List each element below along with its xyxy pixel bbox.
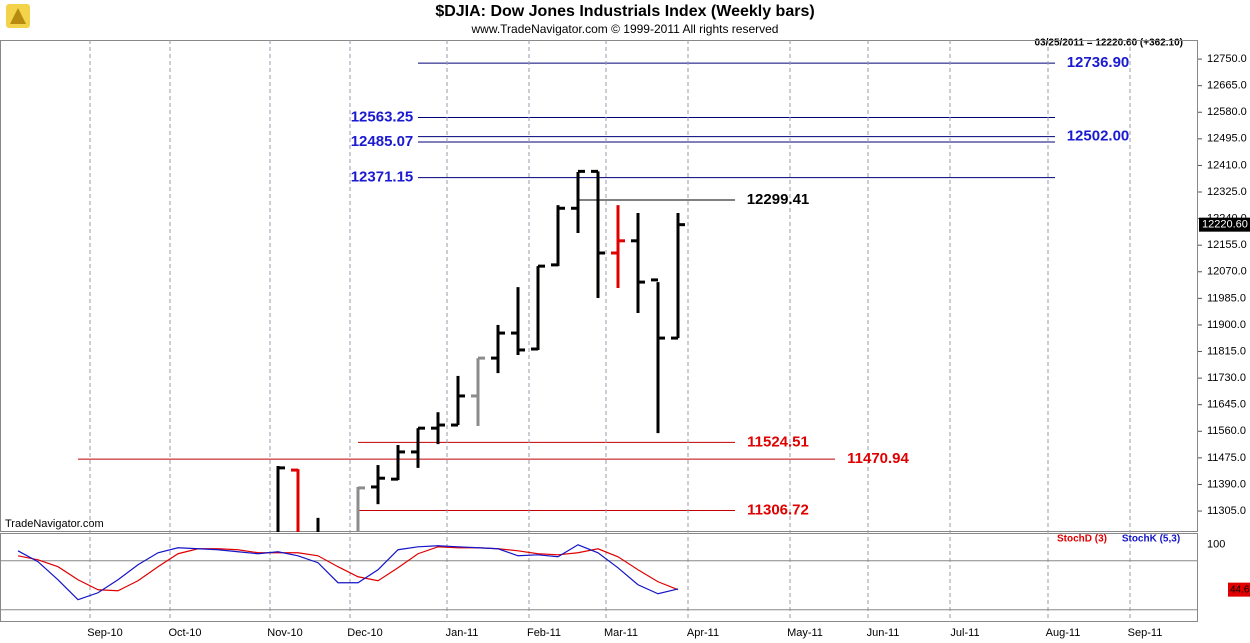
x-tick-label: Nov-10 [267,627,302,639]
x-tick-label: Sep-10 [87,627,122,639]
level-label: 12299.41 [747,191,810,208]
y-tick-label: 12750.0 [1207,53,1247,65]
chart-subtitle: www.TradeNavigator.com © 1999-2011 All r… [471,22,779,36]
legend-entry: StochD (3) [1057,534,1107,545]
x-tick-label: Oct-10 [168,627,201,639]
level-label: 12502.00 [1067,128,1130,145]
y-tick-label: 12410.0 [1207,159,1247,171]
indicator-tick-label: 100 [1207,538,1225,550]
last-value-marker [1199,217,1250,232]
level-label: 11524.51 [747,433,809,450]
y-tick-label: 12495.0 [1207,133,1247,145]
watermark: TradeNavigator.com [5,518,104,530]
last-value-label: 44.63 [1230,584,1250,595]
y-tick-label: 12325.0 [1207,186,1247,198]
y-tick-label: 11730.0 [1207,372,1246,384]
x-tick-label: Aug-11 [1046,627,1081,639]
main-panel [0,40,1198,532]
level-label: 11306.72 [747,501,809,518]
x-tick-label: May-11 [787,627,823,639]
x-tick-label: Jun-11 [867,627,900,639]
level-label: 12485.07 [351,133,414,150]
last-value-label: 12220.60 [1202,219,1248,231]
y-tick-label: 11475.0 [1207,452,1246,464]
x-tick-label: Apr-11 [687,627,719,639]
last-value-marker [1228,582,1250,597]
y-tick-label: 11390.0 [1207,478,1246,490]
chart-title: $DJIA: Dow Jones Industrials Index (Week… [435,3,814,20]
x-tick-label: Feb-11 [527,627,561,639]
header-info: 03/25/2011 = 12220.60 (+362.10) [1035,38,1183,49]
y-tick-label: 11900.0 [1207,319,1246,331]
y-tick-label: 11305.0 [1207,505,1246,517]
y-tick-label: 12155.0 [1207,239,1247,251]
y-tick-label: 12070.0 [1207,266,1247,278]
y-tick-label: 11985.0 [1207,292,1246,304]
y-tick-label: 12665.0 [1207,80,1247,92]
y-tick-label: 12580.0 [1207,106,1247,118]
y-tick-label: 11815.0 [1207,345,1246,357]
level-label: 11470.94 [847,450,909,467]
x-tick-label: Sep-11 [1128,627,1163,639]
indicator-panel [0,533,1198,622]
x-tick-label: Jan-11 [446,627,479,639]
level-label: 12563.25 [351,108,414,125]
x-tick-label: Mar-11 [604,627,638,639]
main-plot [78,62,1055,532]
indicator-line [17,546,679,592]
level-label: 12736.90 [1067,54,1130,71]
y-tick-label: 11560.0 [1207,425,1246,437]
x-tick-label: Jul-11 [950,627,979,639]
level-label: 12371.15 [351,169,414,186]
x-tick-label: Dec-10 [347,627,382,639]
indicator-line [17,544,679,601]
logo [6,4,30,28]
y-tick-label: 11645.0 [1207,399,1246,411]
legend-entry: StochK (5,3) [1122,534,1180,545]
